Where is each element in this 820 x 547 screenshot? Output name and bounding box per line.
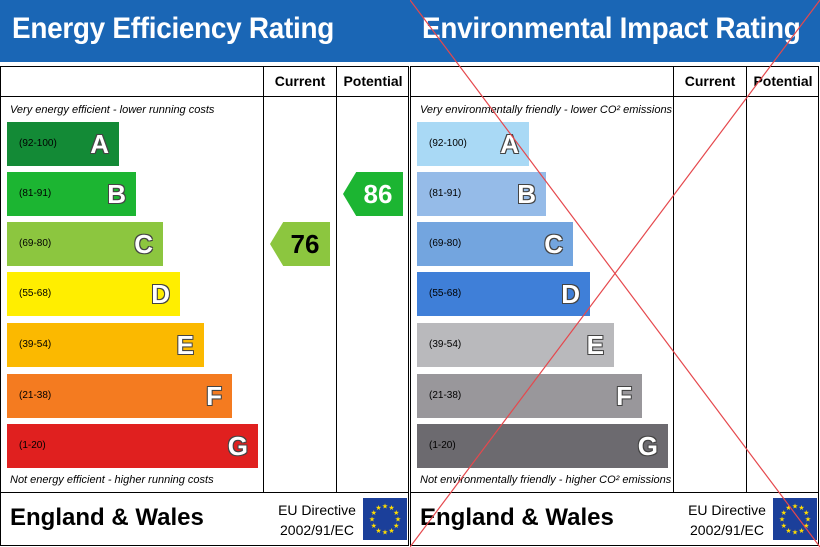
potential-column-header: Potential bbox=[753, 73, 813, 89]
band-letter: E bbox=[586, 330, 604, 360]
band-letter: G bbox=[227, 431, 248, 461]
potential-column-divider bbox=[746, 66, 747, 493]
star-icon: ★ bbox=[798, 527, 804, 535]
band-letter: D bbox=[561, 279, 580, 309]
energy-band-b: (81-91) B bbox=[7, 172, 136, 216]
energy-band-f: (21-38) F bbox=[7, 374, 232, 418]
star-icon: ★ bbox=[388, 504, 394, 512]
energy-band-e: (39-54) E bbox=[7, 323, 204, 367]
directive-line2: 2002/91/EC bbox=[690, 522, 764, 538]
eu-flag-icon: ★ ★ ★ ★ ★ ★ ★ ★ ★ ★ ★ ★ bbox=[363, 498, 407, 540]
header-divider bbox=[0, 96, 409, 97]
band-range-label: (81-91) bbox=[429, 188, 462, 199]
band-letter: C bbox=[544, 229, 563, 259]
band-letter: F bbox=[616, 381, 632, 411]
environmental-footer-title: England & Wales bbox=[420, 504, 614, 531]
star-icon: ★ bbox=[382, 503, 388, 511]
band-range-label: (39-54) bbox=[429, 339, 462, 350]
band-letter: A bbox=[90, 129, 109, 159]
potential-column-divider bbox=[336, 66, 337, 493]
star-icon: ★ bbox=[382, 529, 388, 537]
environmental-impact-header: Environmental Impact Rating bbox=[410, 0, 820, 62]
environmental-caption-bottom: Not environmentally friendly - higher CO… bbox=[420, 474, 672, 486]
energy-band-g: (1-20) G bbox=[7, 424, 258, 468]
environmental-band-d: (55-68) D bbox=[417, 272, 590, 316]
band-letter: G bbox=[637, 431, 658, 461]
potential-column-header: Potential bbox=[343, 73, 403, 89]
footer-divider bbox=[0, 492, 409, 493]
star-icon: ★ bbox=[371, 522, 377, 530]
band-range-label: (55-68) bbox=[429, 288, 462, 299]
band-range-label: (39-54) bbox=[19, 339, 52, 350]
header-divider bbox=[410, 96, 819, 97]
eu-flag-icon: ★ ★ ★ ★ ★ ★ ★ ★ ★ ★ ★ ★ bbox=[773, 498, 817, 540]
footer-divider bbox=[410, 492, 819, 493]
environmental-band-e: (39-54) E bbox=[417, 323, 614, 367]
band-letter: D bbox=[151, 279, 170, 309]
band-range-label: (21-38) bbox=[429, 390, 462, 401]
current-rating-value: 76 bbox=[290, 228, 320, 259]
star-icon: ★ bbox=[375, 527, 381, 535]
energy-footer-title: England & Wales bbox=[10, 504, 204, 531]
potential-rating-value: 86 bbox=[363, 178, 393, 209]
energy-band-d: (55-68) D bbox=[7, 272, 180, 316]
environmental-band-f: (21-38) F bbox=[417, 374, 642, 418]
energy-efficiency-frame bbox=[0, 66, 409, 546]
band-range-label: (92-100) bbox=[429, 138, 467, 149]
star-icon: ★ bbox=[369, 516, 375, 524]
environmental-band-c: (69-80) C bbox=[417, 222, 573, 266]
energy-efficiency-header: Energy Efficiency Rating bbox=[0, 0, 410, 62]
band-range-label: (55-68) bbox=[19, 288, 52, 299]
energy-efficiency-title: Energy Efficiency Rating bbox=[12, 12, 334, 45]
energy-caption-bottom: Not energy efficient - higher running co… bbox=[10, 474, 214, 486]
star-icon: ★ bbox=[393, 509, 399, 517]
current-column-header: Current bbox=[274, 73, 326, 89]
current-column-divider bbox=[263, 66, 264, 493]
band-letter: C bbox=[134, 229, 153, 259]
current-column-divider bbox=[673, 66, 674, 493]
band-range-label: (69-80) bbox=[429, 238, 462, 249]
environmental-band-a: (92-100) A bbox=[417, 122, 529, 166]
directive-line1: EU Directive bbox=[688, 502, 766, 518]
band-letter: A bbox=[500, 129, 519, 159]
band-letter: B bbox=[107, 179, 126, 209]
directive-line2: 2002/91/EC bbox=[280, 522, 354, 538]
environmental-impact-panel: Environmental Impact Rating Current Pote… bbox=[410, 0, 820, 547]
band-letter: F bbox=[206, 381, 222, 411]
environmental-band-b: (81-91) B bbox=[417, 172, 546, 216]
current-rating-arrow: 76 bbox=[270, 222, 330, 266]
environmental-band-g: (1-20) G bbox=[417, 424, 668, 468]
energy-eu-directive: EU Directive 2002/91/EC bbox=[272, 500, 362, 540]
band-range-label: (1-20) bbox=[429, 440, 456, 451]
band-letter: E bbox=[176, 330, 194, 360]
environmental-impact-title: Environmental Impact Rating bbox=[422, 12, 801, 45]
band-range-label: (21-38) bbox=[19, 390, 52, 401]
band-range-label: (69-80) bbox=[19, 238, 52, 249]
environmental-eu-directive: EU Directive 2002/91/EC bbox=[682, 500, 772, 540]
energy-band-a: (92-100) A bbox=[7, 122, 119, 166]
star-icon: ★ bbox=[388, 527, 394, 535]
band-range-label: (92-100) bbox=[19, 138, 57, 149]
directive-line1: EU Directive bbox=[278, 502, 356, 518]
energy-caption-top: Very energy efficient - lower running co… bbox=[10, 104, 215, 116]
star-icon: ★ bbox=[393, 522, 399, 530]
band-letter: B bbox=[517, 179, 536, 209]
star-icon: ★ bbox=[371, 509, 377, 517]
current-column-header: Current bbox=[684, 73, 736, 89]
environmental-caption-top: Very environmentally friendly - lower CO… bbox=[420, 104, 673, 116]
star-icon: ★ bbox=[792, 529, 798, 537]
energy-efficiency-panel: Energy Efficiency Rating Current Potenti… bbox=[0, 0, 410, 546]
band-range-label: (81-91) bbox=[19, 188, 52, 199]
star-icon: ★ bbox=[395, 516, 401, 524]
star-icon: ★ bbox=[785, 504, 791, 512]
band-range-label: (1-20) bbox=[19, 440, 46, 451]
potential-rating-arrow: 86 bbox=[343, 172, 403, 216]
star-icon: ★ bbox=[792, 503, 798, 511]
star-icon: ★ bbox=[375, 504, 381, 512]
energy-band-c: (69-80) C bbox=[7, 222, 163, 266]
